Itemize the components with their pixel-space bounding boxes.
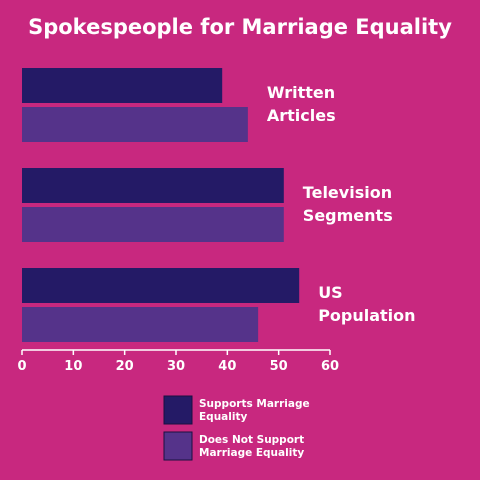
- category-label-1-line-0: Television: [303, 183, 392, 202]
- legend-label-does-not-support-line-1: Marriage Equality: [199, 447, 304, 459]
- legend-swatch-does-not-support: [163, 431, 193, 461]
- category-label-0-line-0: Written: [267, 83, 335, 102]
- category-label-1-line-1: Segments: [303, 206, 393, 225]
- x-tick-label-40: 40: [218, 359, 236, 374]
- bar-supports-1: [22, 168, 284, 203]
- x-tick-label-50: 50: [270, 359, 288, 374]
- bars-group: [22, 68, 300, 342]
- bar-does-not-support-1: [22, 207, 284, 242]
- category-label-2-line-0: US: [318, 283, 343, 302]
- category-labels: Written Articles Television Segments US Popul…: [267, 83, 416, 325]
- bar-supports-2: [22, 268, 300, 303]
- category-label-2-line-1: Population: [318, 306, 415, 325]
- bar-supports-0: [22, 68, 223, 103]
- legend-label-does-not-support-line-0: Does Not Support: [199, 434, 304, 446]
- x-axis-ticks: 0 10 20 30 40 50 60: [17, 350, 339, 374]
- bar-does-not-support-2: [22, 307, 259, 342]
- chart-title: Spokespeople for Marriage Equality: [28, 15, 452, 39]
- legend-swatch-supports: [163, 395, 193, 425]
- category-label-0-line-1: Articles: [267, 106, 336, 125]
- legend-label-supports-line-1: Equality: [199, 411, 247, 423]
- x-tick-label-10: 10: [64, 359, 82, 374]
- legend-label-supports-line-0: Supports Marriage: [199, 398, 310, 410]
- x-tick-label-30: 30: [167, 359, 185, 374]
- x-tick-label-20: 20: [116, 359, 134, 374]
- x-tick-label-60: 60: [321, 359, 339, 374]
- x-tick-label-0: 0: [17, 359, 26, 374]
- bar-does-not-support-0: [22, 107, 248, 142]
